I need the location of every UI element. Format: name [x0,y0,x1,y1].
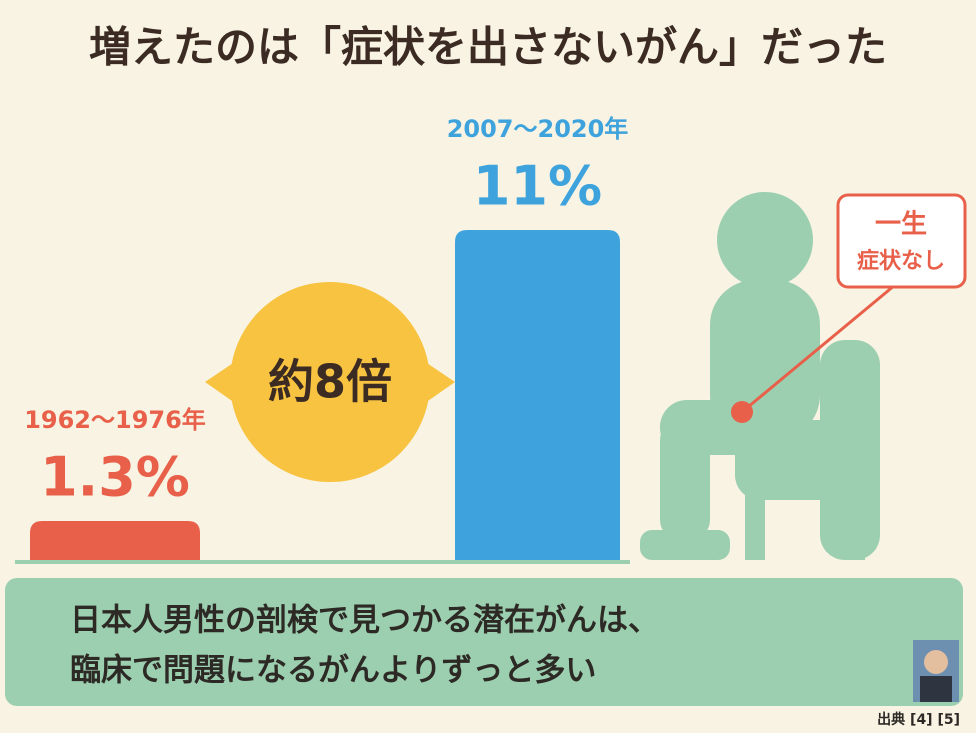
footer-box [5,578,963,706]
bar [30,521,200,560]
value-label: 1.3% [40,446,190,509]
ratio-badge: 約8倍 [205,282,455,482]
category-label: 1962〜1976年 [24,406,206,434]
category-label: 2007〜2020年 [447,115,629,143]
footer-text: 日本人男性の剖検で見つかる潜在がんは、 [70,603,659,639]
bar [455,230,620,560]
presenter-photo [913,640,959,702]
callout-box [836,193,967,289]
footer-text: 臨床で問題になるがんよりずっと多い [70,653,596,689]
chart-title: 増えたのは「症状を出さないがん」だった [89,23,887,72]
callout-line [741,283,896,414]
callout-text: 一生 [875,210,927,240]
source: 出典 [4] [5] [877,711,960,728]
value-label: 11% [473,155,602,218]
callout-text: 症状なし [857,248,945,274]
person-illustration [640,192,880,560]
ratio-label: 約8倍 [268,355,392,409]
